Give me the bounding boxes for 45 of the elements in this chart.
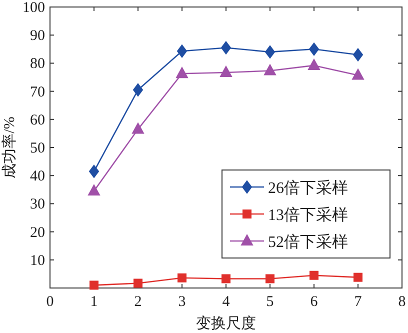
- x-tick-label: 1: [90, 294, 98, 310]
- point: [88, 184, 100, 196]
- point: [178, 273, 186, 282]
- point: [221, 41, 231, 54]
- point: [309, 42, 319, 56]
- x-tick-label: 7: [354, 294, 362, 310]
- y-tick-label: 20: [30, 224, 45, 241]
- y-tick-label: 70: [30, 84, 45, 100]
- point: [266, 274, 274, 284]
- y-tick-label: 60: [30, 112, 45, 128]
- y-tick-label: 50: [30, 140, 45, 156]
- point: [308, 58, 320, 70]
- point: [265, 45, 275, 58]
- x-tick-label: 3: [178, 294, 186, 310]
- point: [90, 280, 98, 290]
- legend-label: 13倍下采样: [268, 206, 348, 224]
- legend-label: 52倍下采样: [268, 233, 348, 251]
- x-tick-label: 6: [310, 294, 318, 310]
- point: [354, 272, 362, 282]
- y-tick-label: 40: [30, 168, 45, 185]
- point: [132, 122, 144, 134]
- y-tick-label: 80: [30, 56, 45, 72]
- point: [222, 274, 230, 284]
- point: [176, 67, 188, 78]
- point: [134, 278, 142, 288]
- x-axis-title: 变换尺度: [196, 315, 256, 332]
- y-tick-label: 90: [30, 28, 45, 44]
- point: [133, 83, 143, 96]
- y-axis-title: 成功率/%: [1, 116, 18, 178]
- x-tick-label: 0: [46, 294, 54, 310]
- legend-label: 26倍下采样: [268, 179, 348, 197]
- y-tick-label: 100: [22, 0, 45, 16]
- point: [352, 68, 364, 80]
- x-tick-label: 4: [222, 294, 230, 310]
- point: [264, 64, 276, 76]
- y-tick-label: 10: [30, 252, 45, 269]
- point: [353, 48, 363, 62]
- y-tick-label: 30: [30, 196, 45, 213]
- x-tick-label: 5: [266, 294, 274, 310]
- point: [220, 66, 232, 77]
- x-tick-label: 2: [134, 294, 142, 310]
- x-tick-label: 8: [398, 294, 406, 310]
- point: [89, 164, 99, 178]
- point: [310, 270, 318, 280]
- point: [177, 44, 187, 58]
